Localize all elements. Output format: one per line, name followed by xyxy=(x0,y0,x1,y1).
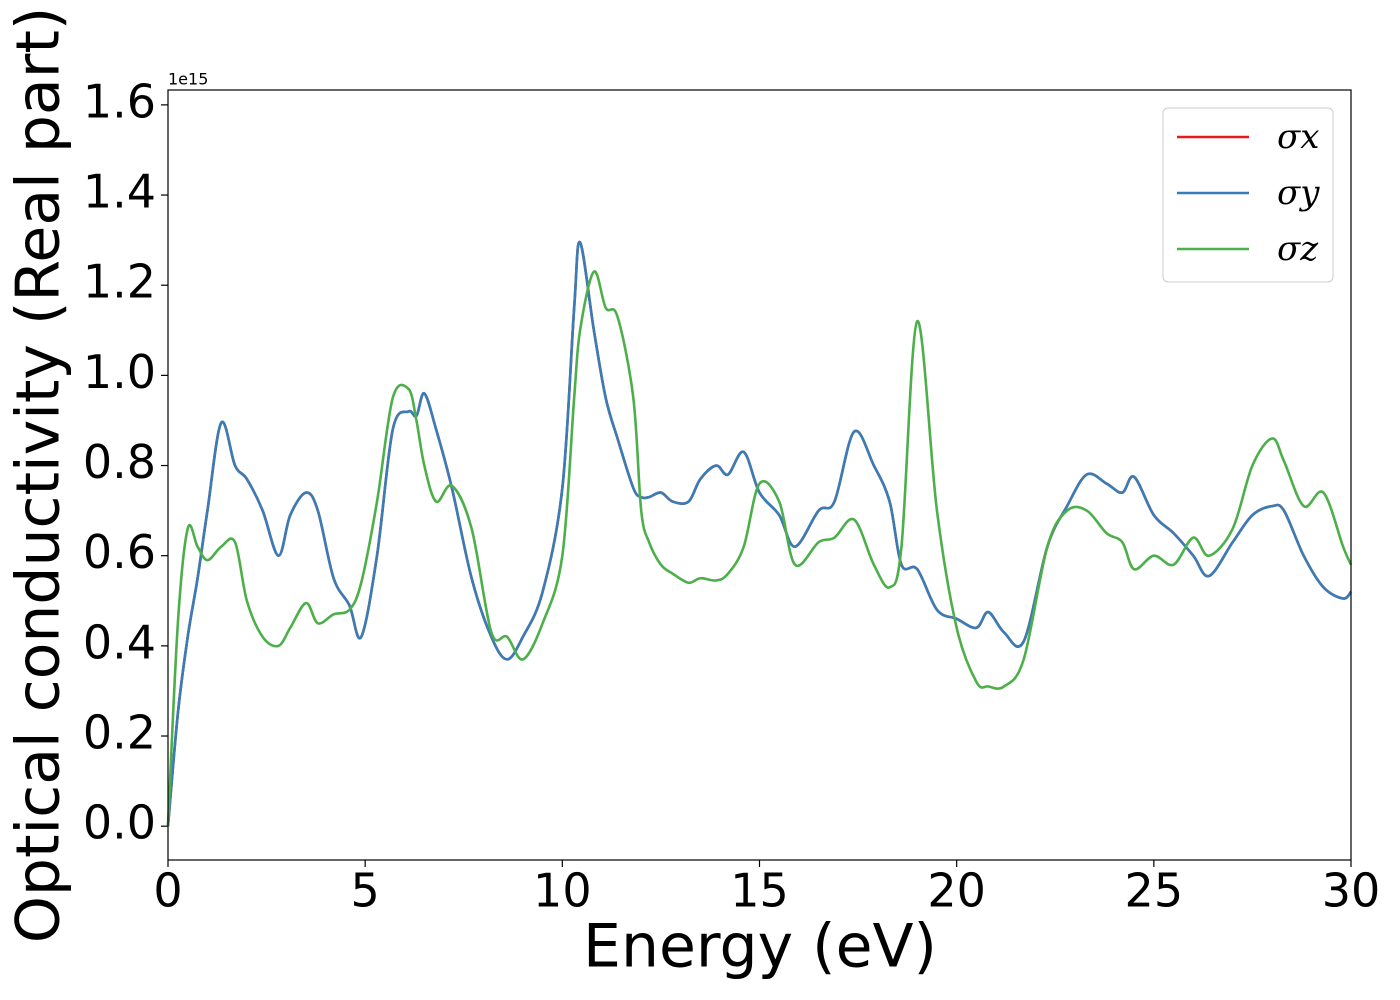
y-tick-label: 0.8 xyxy=(83,435,156,489)
x-tick-label: 20 xyxy=(927,864,986,918)
plot-frame xyxy=(167,89,1352,861)
y-tick-label: 0.0 xyxy=(83,796,156,850)
y-offset-label: 1e15 xyxy=(168,70,208,89)
legend-label: σx xyxy=(1277,117,1319,157)
y-tick-label: 1.6 xyxy=(83,74,156,128)
y-tick-label: 1.4 xyxy=(83,165,156,219)
series-line xyxy=(166,270,1353,827)
y-tick-label: 1.0 xyxy=(83,345,156,399)
series-line xyxy=(166,240,1353,827)
x-tick-label: 30 xyxy=(1322,864,1381,918)
x-tick-label: 10 xyxy=(533,864,592,918)
x-tick-label: 15 xyxy=(730,864,789,918)
x-tick-label: 5 xyxy=(351,864,380,918)
y-tick-label: 0.4 xyxy=(83,615,156,669)
y-tick-label: 0.6 xyxy=(83,525,156,579)
y-axis-label: Optical conductivity (Real part) xyxy=(4,7,74,944)
x-tick-label: 0 xyxy=(153,864,182,918)
legend-label: σz xyxy=(1277,229,1319,269)
y-tick-label: 1.2 xyxy=(83,255,156,309)
x-axis-label: Energy (eV) xyxy=(583,912,937,982)
legend-label: σy xyxy=(1277,173,1320,213)
x-tick-label: 25 xyxy=(1125,864,1184,918)
y-tick-label: 0.2 xyxy=(83,706,156,760)
legend-box xyxy=(1162,107,1334,283)
